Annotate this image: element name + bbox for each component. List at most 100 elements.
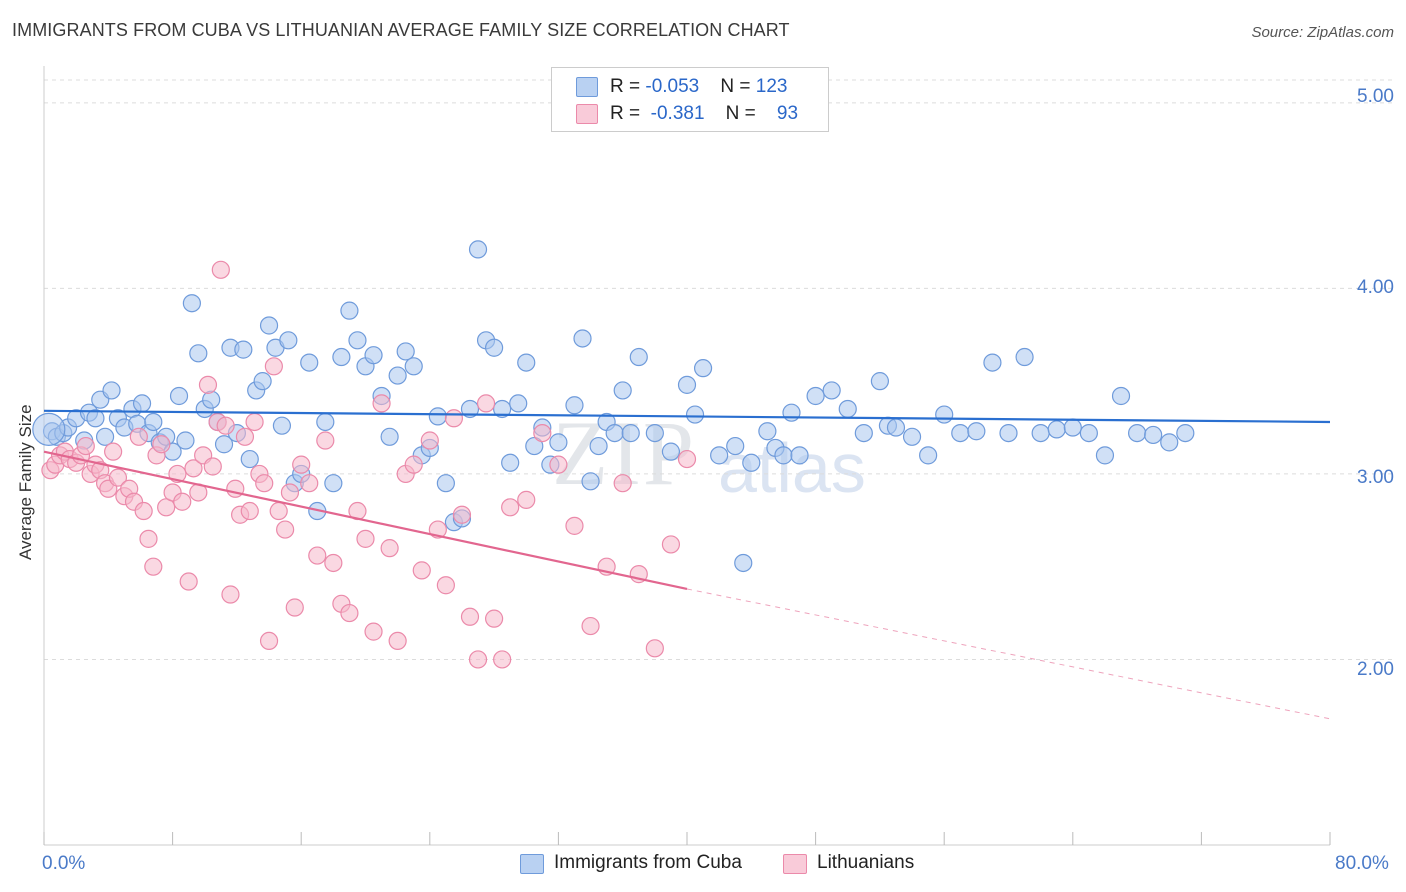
point-lithuanians xyxy=(144,557,163,576)
point-cuba xyxy=(404,357,423,376)
point-lithuanians xyxy=(581,616,600,636)
point-lithuanians xyxy=(76,436,95,456)
point-cuba xyxy=(509,394,528,413)
point-cuba xyxy=(854,423,873,443)
point-lithuanians xyxy=(372,394,391,413)
point-lithuanians xyxy=(179,572,198,591)
point-lithuanians xyxy=(198,375,218,394)
point-lithuanians xyxy=(104,442,123,461)
point-cuba xyxy=(726,436,745,456)
point-cuba xyxy=(169,386,189,406)
point-cuba xyxy=(758,422,777,441)
point-lithuanians xyxy=(324,553,343,573)
point-lithuanians xyxy=(565,516,584,535)
point-cuba xyxy=(661,442,681,461)
point-cuba xyxy=(1176,423,1195,443)
point-lithuanians xyxy=(184,459,203,478)
point-cuba xyxy=(782,403,801,422)
point-cuba xyxy=(189,344,208,363)
bottom-legend-label-cuba: Immigrants from Cuba xyxy=(554,852,742,873)
point-lithuanians xyxy=(134,501,153,521)
point-cuba xyxy=(259,316,279,335)
point-cuba xyxy=(485,338,504,357)
point-cuba xyxy=(838,399,857,419)
point-lithuanians xyxy=(203,457,222,476)
point-cuba xyxy=(1095,446,1115,465)
point-cuba xyxy=(202,390,221,409)
correlation-legend: R = -0.053 N = 123 R = -0.381 N = 93 xyxy=(551,67,829,132)
y-axis-label: Average Family Size xyxy=(16,404,35,560)
point-lithuanians xyxy=(211,260,230,279)
point-cuba xyxy=(902,427,922,446)
point-lithuanians xyxy=(240,501,259,521)
point-cuba xyxy=(822,381,841,400)
point-cuba xyxy=(742,453,761,472)
point-lithuanians xyxy=(264,357,283,376)
point-lithuanians xyxy=(388,631,407,651)
point-cuba xyxy=(182,294,201,313)
point-cuba xyxy=(364,346,383,365)
point-cuba xyxy=(1079,423,1098,443)
point-cuba xyxy=(240,449,259,469)
point-cuba xyxy=(1127,423,1147,443)
point-lithuanians xyxy=(276,520,295,539)
point-cuba xyxy=(86,409,105,428)
point-cuba xyxy=(348,331,367,350)
point-lithuanians xyxy=(216,416,235,435)
point-lithuanians xyxy=(235,427,255,446)
legend-r-value: -0.053 xyxy=(645,76,700,97)
point-cuba xyxy=(214,435,234,454)
point-cuba xyxy=(380,427,399,446)
point-lithuanians xyxy=(259,631,279,651)
point-cuba xyxy=(806,386,825,406)
y-tick-label-3: 3.00 xyxy=(1357,467,1394,488)
point-cuba xyxy=(95,427,115,446)
point-cuba xyxy=(589,436,608,456)
y-tick-label-5: 5.00 xyxy=(1357,86,1394,107)
point-lithuanians xyxy=(255,474,274,493)
point-cuba xyxy=(253,372,272,391)
point-cuba xyxy=(1144,425,1163,445)
point-lithuanians xyxy=(661,535,681,554)
point-lithuanians xyxy=(517,490,536,509)
y-tick-label-2: 2.00 xyxy=(1357,659,1394,680)
chart-title: IMMIGRANTS FROM CUBA VS LITHUANIAN AVERA… xyxy=(12,20,790,40)
point-cuba xyxy=(388,366,407,385)
legend-r-label: R = xyxy=(610,76,646,97)
point-lithuanians xyxy=(152,435,171,454)
point-lithuanians xyxy=(549,455,568,474)
point-lithuanians xyxy=(404,455,423,474)
point-cuba xyxy=(396,342,415,361)
point-lithuanians xyxy=(460,607,480,626)
point-cuba xyxy=(685,405,705,424)
legend-r-value: -0.381 xyxy=(650,103,705,124)
bottom-legend-swatch-lithuanians xyxy=(783,854,807,874)
point-lithuanians xyxy=(108,468,128,487)
point-lithuanians xyxy=(280,483,300,502)
point-lithuanians xyxy=(129,427,148,446)
point-lithuanians xyxy=(420,431,439,450)
x-tick-label-min: 0.0% xyxy=(42,853,86,874)
trend-line-cuba xyxy=(43,409,1331,424)
legend-swatch-cuba xyxy=(576,77,598,97)
point-cuba xyxy=(967,422,986,441)
point-cuba xyxy=(501,453,520,472)
point-lithuanians xyxy=(285,598,304,617)
point-lithuanians xyxy=(139,529,158,548)
point-lithuanians xyxy=(316,431,335,450)
point-cuba xyxy=(605,423,624,443)
point-lithuanians xyxy=(340,603,359,623)
bottom-legend-swatch-cuba xyxy=(520,854,544,874)
point-cuba xyxy=(790,446,809,465)
point-lithuanians xyxy=(292,455,311,474)
point-cuba xyxy=(340,301,359,320)
point-cuba xyxy=(549,433,568,452)
point-lithuanians xyxy=(476,394,496,413)
y-tick-label-4: 4.00 xyxy=(1357,277,1394,298)
point-lithuanians xyxy=(412,561,431,580)
legend-n-value: 123 xyxy=(755,76,788,97)
source-label: Source: ZipAtlas.com xyxy=(1251,24,1394,41)
point-lithuanians xyxy=(356,529,375,548)
trend-line-extension-lithuanians xyxy=(686,588,1331,720)
legend-n-label: N = xyxy=(720,76,756,97)
